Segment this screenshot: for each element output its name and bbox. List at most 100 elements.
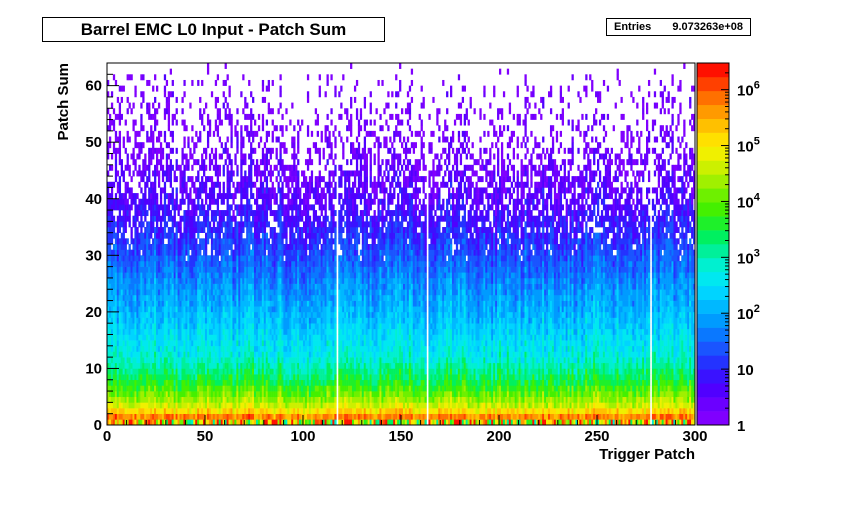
heatmap-cell bbox=[118, 130, 122, 137]
heatmap-cell bbox=[118, 198, 122, 205]
heatmap-cell bbox=[212, 193, 216, 200]
heatmap-cell bbox=[261, 351, 265, 358]
heatmap-cell bbox=[283, 210, 286, 217]
heatmap-cell bbox=[195, 345, 198, 352]
heatmap-cell bbox=[230, 249, 233, 256]
heatmap-cell bbox=[218, 362, 221, 369]
heatmap-cell bbox=[293, 345, 296, 352]
heatmap-cell bbox=[154, 96, 157, 103]
heatmap-cell bbox=[132, 328, 135, 335]
heatmap-cell bbox=[134, 345, 137, 352]
heatmap-cell bbox=[124, 244, 127, 250]
heatmap-cell bbox=[152, 130, 155, 137]
heatmap-cell bbox=[285, 357, 288, 364]
heatmap-cell bbox=[312, 266, 316, 273]
heatmap-cell bbox=[142, 317, 145, 324]
heatmap-cell bbox=[124, 334, 127, 341]
heatmap-cell bbox=[246, 249, 249, 256]
heatmap-cell bbox=[250, 142, 253, 149]
heatmap-cell bbox=[277, 379, 280, 386]
heatmap-cell bbox=[261, 379, 265, 386]
heatmap-cell bbox=[297, 170, 300, 177]
heatmap-cell bbox=[167, 340, 171, 347]
heatmap-cell bbox=[259, 221, 263, 228]
heatmap-cell bbox=[163, 311, 167, 318]
heatmap-cell bbox=[169, 277, 172, 284]
heatmap-cell bbox=[301, 119, 304, 126]
heatmap-cell bbox=[291, 176, 294, 183]
heatmap-cell bbox=[193, 379, 196, 386]
heatmap-cell bbox=[279, 210, 282, 217]
heatmap-cell bbox=[203, 300, 206, 307]
heatmap-cell bbox=[140, 391, 143, 398]
heatmap-cell bbox=[257, 289, 261, 296]
heatmap-cell bbox=[303, 221, 306, 228]
heatmap-cell bbox=[128, 289, 131, 296]
heatmap-cell bbox=[306, 362, 310, 369]
heatmap-cell bbox=[110, 187, 114, 194]
heatmap-cell bbox=[142, 413, 145, 420]
heatmap-cell bbox=[218, 368, 221, 375]
heatmap-cell bbox=[265, 374, 269, 381]
heatmap-cell bbox=[240, 193, 243, 200]
heatmap-cell bbox=[220, 306, 223, 313]
heatmap-cell bbox=[177, 408, 180, 414]
heatmap-cell bbox=[267, 221, 270, 228]
heatmap-cell bbox=[306, 221, 310, 228]
heatmap-cell bbox=[246, 204, 249, 211]
heatmap-cell bbox=[244, 328, 247, 335]
heatmap-cell bbox=[173, 277, 176, 284]
heatmap-cell bbox=[152, 136, 155, 143]
heatmap-cell bbox=[183, 311, 186, 318]
heatmap-cell bbox=[185, 408, 188, 414]
heatmap-cell bbox=[185, 238, 188, 245]
heatmap-cell bbox=[287, 215, 290, 222]
heatmap-cell bbox=[189, 294, 192, 301]
heatmap-cell bbox=[189, 357, 192, 364]
heatmap-cell bbox=[146, 419, 149, 426]
heatmap-cell bbox=[242, 391, 245, 398]
heatmap-cell bbox=[299, 277, 302, 284]
heatmap-cell bbox=[232, 300, 235, 307]
heatmap-cell bbox=[285, 221, 288, 228]
heatmap-cell bbox=[291, 317, 294, 324]
heatmap-cell bbox=[197, 170, 200, 177]
heatmap-cell bbox=[252, 238, 255, 245]
heatmap-cell bbox=[289, 357, 292, 364]
heatmap-cell bbox=[224, 238, 227, 245]
heatmap-cell bbox=[161, 357, 165, 364]
heatmap-cell bbox=[140, 232, 143, 239]
heatmap-cell bbox=[212, 334, 216, 341]
heatmap-cell bbox=[179, 164, 182, 171]
heatmap-cell bbox=[208, 294, 212, 301]
heatmap-cell bbox=[283, 419, 286, 426]
heatmap-cell bbox=[191, 204, 194, 211]
heatmap-cell bbox=[263, 351, 267, 358]
heatmap-cell bbox=[252, 340, 255, 347]
heatmap-cell bbox=[114, 130, 118, 137]
heatmap-cell bbox=[293, 193, 296, 200]
heatmap-cell bbox=[216, 125, 220, 132]
heatmap-cell bbox=[314, 340, 318, 347]
heatmap-cell bbox=[191, 317, 194, 324]
heatmap-cell bbox=[140, 244, 143, 250]
heatmap-cell bbox=[306, 232, 310, 239]
heatmap-cell bbox=[271, 255, 274, 262]
heatmap-cell bbox=[214, 227, 218, 233]
heatmap-cell bbox=[159, 317, 163, 324]
heatmap-cell bbox=[150, 379, 153, 386]
heatmap-cell bbox=[287, 198, 290, 205]
heatmap-cell bbox=[310, 170, 314, 177]
heatmap-cell bbox=[185, 249, 188, 256]
heatmap-cell bbox=[314, 379, 318, 386]
heatmap-cell bbox=[250, 340, 253, 347]
heatmap-cell bbox=[189, 368, 192, 375]
heatmap-cell bbox=[297, 119, 300, 126]
heatmap-cell bbox=[226, 215, 229, 222]
heatmap-cell bbox=[306, 413, 310, 420]
heatmap-cell bbox=[197, 176, 200, 183]
heatmap-cell bbox=[310, 306, 314, 313]
heatmap-cell bbox=[265, 300, 269, 307]
heatmap-cell bbox=[310, 317, 314, 324]
heatmap-cell bbox=[314, 402, 318, 409]
